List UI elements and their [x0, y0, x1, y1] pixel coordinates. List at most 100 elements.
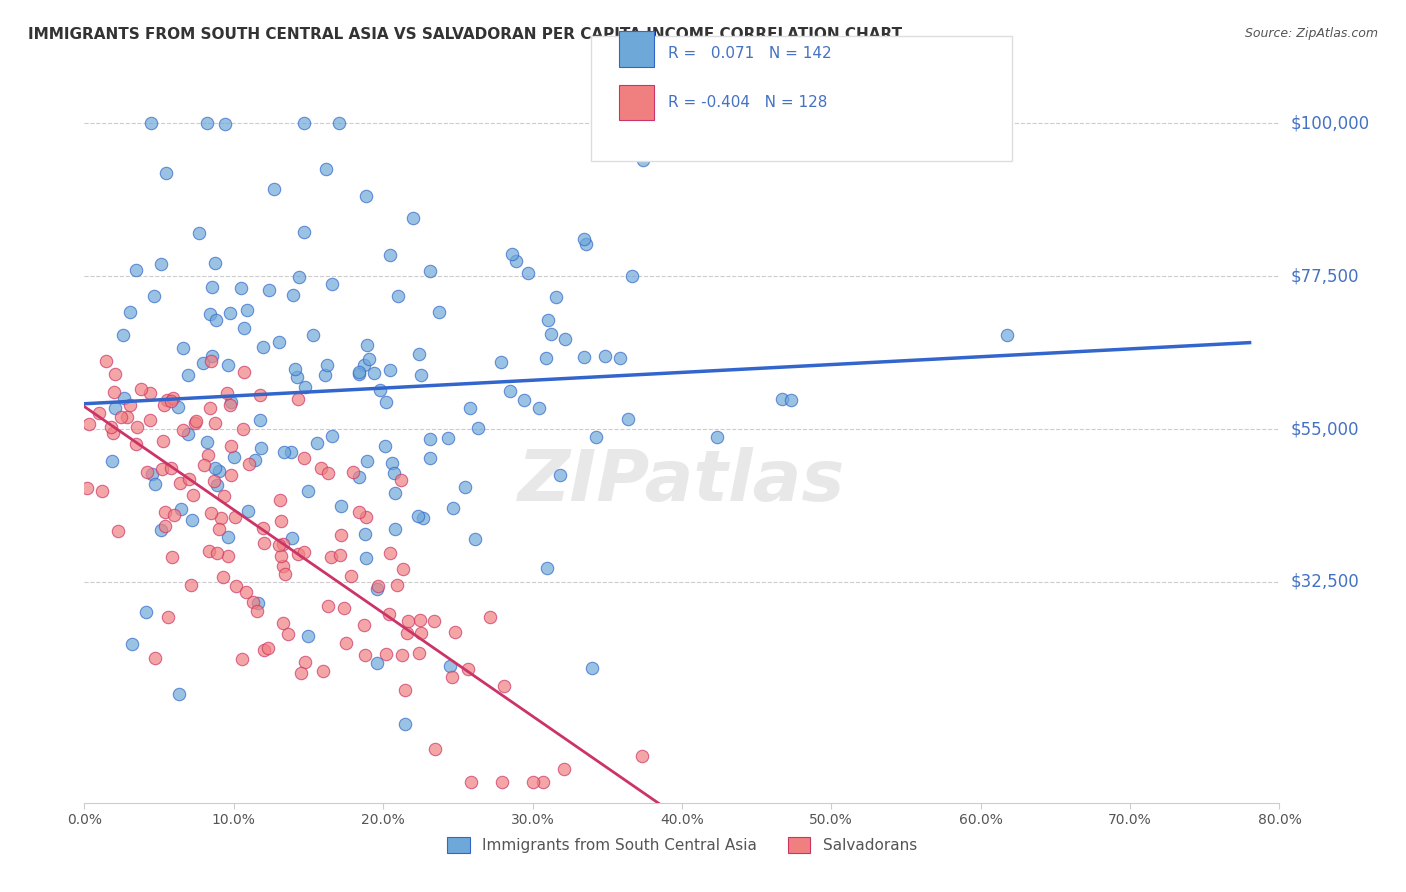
Point	[214, 117, 236, 131]
Point	[349, 366, 371, 380]
Point	[172, 341, 194, 355]
Point	[329, 548, 352, 562]
Point	[143, 651, 166, 665]
Point	[458, 401, 481, 416]
Point	[396, 625, 419, 640]
Point	[162, 550, 184, 565]
Point	[316, 599, 339, 613]
Point	[187, 227, 209, 241]
Point	[177, 368, 200, 383]
Point	[770, 392, 793, 406]
Point	[342, 465, 364, 479]
Point	[249, 412, 271, 426]
Point	[236, 504, 259, 518]
Point	[427, 304, 450, 318]
Point	[335, 636, 357, 650]
Point	[380, 546, 402, 560]
Point	[204, 461, 226, 475]
Point	[100, 454, 122, 468]
Point	[127, 420, 149, 434]
Point	[112, 391, 135, 405]
Point	[389, 473, 412, 487]
Point	[118, 305, 141, 319]
Point	[217, 358, 239, 372]
Point	[236, 302, 259, 317]
Point	[217, 549, 239, 563]
Point	[408, 346, 430, 360]
Point	[124, 437, 146, 451]
Point	[270, 514, 292, 528]
Point	[312, 664, 335, 678]
Point	[249, 387, 271, 401]
Point	[181, 488, 204, 502]
Point	[315, 359, 337, 373]
Point	[104, 367, 127, 381]
Point	[177, 427, 200, 442]
Point	[163, 508, 186, 523]
Point	[104, 401, 127, 415]
Point	[267, 334, 290, 349]
Point	[419, 451, 441, 466]
Point	[273, 558, 295, 573]
Point	[297, 629, 319, 643]
Point	[159, 394, 181, 409]
Point	[441, 500, 464, 515]
Point	[321, 429, 343, 443]
Point	[378, 248, 401, 262]
Point	[157, 610, 180, 624]
Point	[347, 505, 370, 519]
Point	[409, 614, 432, 628]
Point	[366, 582, 388, 597]
Point	[377, 607, 399, 622]
Point	[321, 277, 343, 291]
Point	[76, 481, 98, 495]
Point	[536, 560, 558, 574]
Point	[356, 551, 378, 566]
Point	[169, 475, 191, 490]
Point	[271, 616, 294, 631]
Point	[367, 579, 389, 593]
Point	[225, 578, 247, 592]
Point	[499, 384, 522, 399]
Point	[437, 431, 460, 445]
Point	[150, 524, 173, 538]
Point	[387, 289, 409, 303]
Point	[384, 522, 406, 536]
Point	[464, 532, 486, 546]
Point	[222, 450, 245, 465]
Point	[135, 465, 157, 479]
Point	[201, 350, 224, 364]
Point	[328, 116, 350, 130]
Point	[100, 420, 122, 434]
Point	[419, 263, 441, 277]
Point	[200, 307, 222, 321]
Point	[292, 544, 315, 558]
Point	[186, 414, 208, 428]
Point	[91, 484, 114, 499]
Point	[363, 366, 385, 380]
Point	[219, 439, 242, 453]
Point	[195, 116, 218, 130]
Point	[423, 742, 446, 756]
Point	[87, 406, 110, 420]
Point	[439, 659, 461, 673]
Point	[368, 383, 391, 397]
Point	[423, 614, 446, 628]
Point	[353, 617, 375, 632]
Legend: Immigrants from South Central Asia, Salvadorans: Immigrants from South Central Asia, Salv…	[441, 831, 922, 859]
Point	[314, 368, 336, 382]
Point	[139, 116, 162, 130]
Point	[478, 610, 501, 624]
Point	[129, 382, 152, 396]
Point	[167, 400, 190, 414]
Point	[153, 519, 176, 533]
Point	[374, 439, 396, 453]
Point	[269, 493, 291, 508]
Text: IMMIGRANTS FROM SOUTH CENTRAL ASIA VS SALVADORAN PER CAPITA INCOME CORRELATION C: IMMIGRANTS FROM SOUTH CENTRAL ASIA VS SA…	[28, 27, 903, 42]
Point	[620, 268, 643, 283]
Text: $32,500: $32,500	[1291, 573, 1360, 591]
Point	[574, 350, 596, 364]
Point	[160, 460, 183, 475]
Point	[139, 413, 162, 427]
Point	[281, 531, 304, 545]
